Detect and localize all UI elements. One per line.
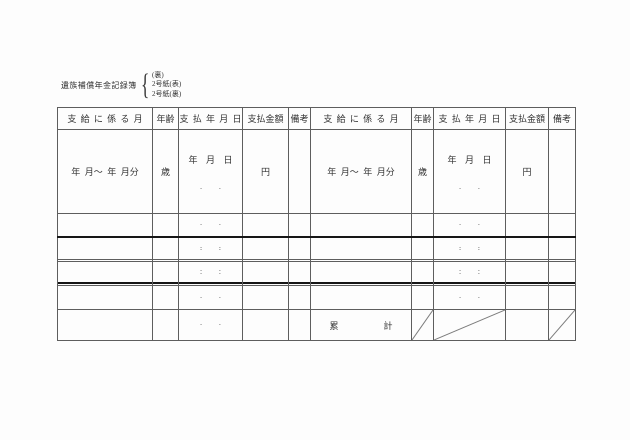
cell-payment-month — [57, 261, 153, 286]
date-dots: · · — [199, 185, 222, 193]
cell-payment-month — [310, 236, 412, 262]
cell-payment-date: · · — [178, 285, 243, 310]
cell-remarks — [548, 213, 576, 237]
record-table-lower: · · · · · · · · · · — [57, 236, 576, 341]
brace-item: 2号紙(裏) — [152, 89, 182, 98]
cell-date-hint: 年 月 日 · · — [433, 129, 506, 214]
cell-payment-date: · · — [433, 261, 506, 286]
cell-remarks — [288, 213, 311, 237]
diagonal-cell-age — [411, 309, 434, 341]
cell-payment-month — [310, 261, 412, 286]
hint-row: 年 月～ 年 月分 歳 年 月 日 · · 円 年 月～ 年 月分 歳 年 月 … — [57, 129, 576, 214]
brace-item: 2号紙(表) — [152, 80, 182, 89]
cell-amount — [505, 261, 549, 286]
col-header-payment-amount: 支払金額 — [242, 107, 289, 130]
record-row: · · · · — [57, 236, 576, 262]
cell-amount — [505, 285, 549, 310]
cell-age — [411, 236, 434, 262]
cell-payment-date: · · — [433, 213, 506, 237]
cell-payment-date: · · — [178, 236, 243, 262]
cell-payment-month — [57, 236, 153, 262]
cell-date-hint: 年 月 日 · · — [178, 129, 243, 214]
cell-amount — [505, 213, 549, 237]
col-header-remarks: 備考 — [548, 107, 576, 130]
cell-amount — [242, 236, 289, 262]
cell-payment-date: · · — [433, 285, 506, 310]
cell-amount — [242, 213, 289, 237]
cell-amount-unit: 円 — [505, 129, 549, 214]
date-hint-text: 年 月 日 — [188, 155, 233, 165]
doc-header: 遺族補償年金記録簿 { (裏) 2号紙(表) 2号紙(裏) — [61, 67, 181, 103]
cell-amount — [242, 285, 289, 310]
record-row: · · · · — [57, 213, 576, 237]
cumulative-row: · · 累 計 — [57, 309, 576, 341]
cell-remarks — [548, 236, 576, 262]
cell-amount — [242, 261, 289, 286]
cell-remarks — [548, 285, 576, 310]
cell-month-range-hint: 年 月～ 年 月分 — [57, 129, 153, 214]
cell-age — [411, 261, 434, 286]
col-header-payment-date: 支 払 年 月 日 — [433, 107, 506, 130]
col-header-payment-date: 支 払 年 月 日 — [178, 107, 243, 130]
cell-age — [411, 213, 434, 237]
cell-amount — [505, 309, 549, 341]
cell-payment-date: · · — [178, 309, 243, 341]
cell-remarks — [548, 129, 576, 214]
cell-remarks — [548, 261, 576, 286]
cell-amount — [505, 236, 549, 262]
cell-payment-date: · · — [433, 236, 506, 262]
cell-payment-date: · · — [178, 261, 243, 286]
record-row: · · · · — [57, 285, 576, 310]
cell-payment-date: · · — [178, 213, 243, 237]
cell-age — [152, 213, 179, 237]
col-header-age: 年齢 — [411, 107, 434, 130]
cumulative-total-label: 累 計 — [310, 309, 412, 341]
record-row: · · · · — [57, 261, 576, 286]
cell-remarks — [288, 236, 311, 262]
cell-amount-unit: 円 — [242, 129, 289, 214]
col-header-age: 年齢 — [152, 107, 179, 130]
cell-age — [152, 261, 179, 286]
cell-month-range-hint: 年 月～ 年 月分 — [310, 129, 412, 214]
cell-amount — [242, 309, 289, 341]
left-brace-glyph: { — [140, 68, 150, 101]
cell-age — [152, 285, 179, 310]
date-dots: · · — [458, 185, 481, 193]
cell-payment-month — [310, 285, 412, 310]
cell-age-unit: 歳 — [152, 129, 179, 214]
cell-payment-month — [57, 213, 153, 237]
header-row: 支 給 に 係 る 月 年齢 支 払 年 月 日 支払金額 備考 支 給 に 係… — [57, 107, 576, 130]
cell-age-unit: 歳 — [411, 129, 434, 214]
diagonal-cell-payment-date — [433, 309, 506, 341]
cell-remarks — [288, 285, 311, 310]
cell-remarks — [288, 309, 311, 341]
cell-age — [411, 285, 434, 310]
diagonal-line — [412, 310, 433, 340]
cell-remarks — [288, 261, 311, 286]
col-header-payment-amount: 支払金額 — [505, 107, 549, 130]
col-header-payment-month: 支 給 に 係 る 月 — [310, 107, 412, 130]
diagonal-cell-remarks — [548, 309, 576, 341]
col-header-remarks: 備考 — [288, 107, 311, 130]
cell-payment-month — [57, 309, 153, 341]
cell-payment-month — [57, 285, 153, 310]
col-header-payment-month: 支 給 に 係 る 月 — [57, 107, 153, 130]
cell-payment-month — [310, 213, 412, 237]
cell-age — [152, 309, 179, 341]
brace-item: (裏) — [152, 70, 164, 79]
diagonal-line — [434, 310, 505, 340]
brace-item-list: (裏) 2号紙(表) 2号紙(裏) — [152, 71, 181, 100]
doc-title: 遺族補償年金記録簿 — [61, 80, 137, 90]
cell-age — [152, 236, 179, 262]
diagonal-line — [549, 310, 575, 340]
cell-remarks — [288, 129, 311, 214]
date-hint-text: 年 月 日 — [447, 155, 492, 165]
